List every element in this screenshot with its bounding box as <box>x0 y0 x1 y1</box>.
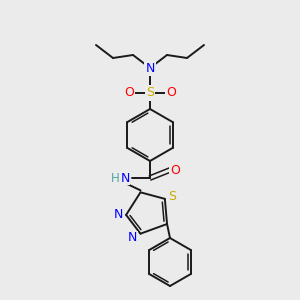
Text: S: S <box>168 190 176 203</box>
Text: N: N <box>128 231 137 244</box>
Text: N: N <box>113 208 123 221</box>
Text: H: H <box>111 172 119 184</box>
Text: N: N <box>145 61 155 74</box>
Text: O: O <box>166 86 176 100</box>
Text: N: N <box>120 172 130 184</box>
Text: S: S <box>146 86 154 100</box>
Text: O: O <box>124 86 134 100</box>
Text: O: O <box>170 164 180 176</box>
